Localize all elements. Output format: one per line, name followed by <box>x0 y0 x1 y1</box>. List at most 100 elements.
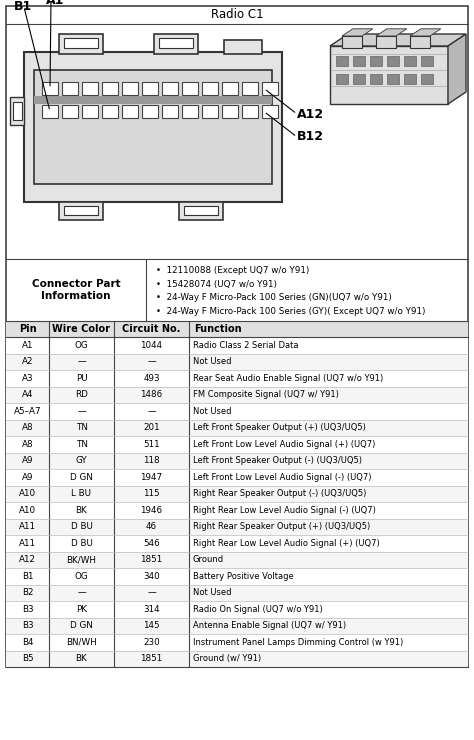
Bar <box>6 337 468 354</box>
Text: D GN: D GN <box>70 622 93 630</box>
Text: TN: TN <box>75 423 87 432</box>
Text: —: — <box>77 407 86 416</box>
Bar <box>6 321 468 337</box>
Bar <box>142 82 158 95</box>
Text: D GN: D GN <box>70 473 93 482</box>
Text: BK: BK <box>76 505 87 515</box>
Polygon shape <box>410 29 441 36</box>
Bar <box>59 202 103 220</box>
Text: OG: OG <box>75 340 88 350</box>
Bar <box>262 105 278 118</box>
Bar <box>6 485 468 502</box>
Bar <box>353 56 365 66</box>
Text: D BU: D BU <box>71 539 92 548</box>
Bar <box>6 585 468 601</box>
Text: TN: TN <box>75 440 87 448</box>
Bar <box>6 502 468 519</box>
Bar <box>6 535 468 551</box>
Text: RD: RD <box>75 390 88 400</box>
Text: —: — <box>77 588 86 597</box>
Polygon shape <box>376 29 407 36</box>
Bar <box>34 70 272 184</box>
Polygon shape <box>330 34 466 46</box>
Text: Antenna Enable Signal (UQ7 w/ Y91): Antenna Enable Signal (UQ7 w/ Y91) <box>193 622 346 630</box>
Text: B4: B4 <box>22 638 33 647</box>
Text: •  24-Way F Micro-Pack 100 Series (GN)(UQ7 w/o Y91): • 24-Way F Micro-Pack 100 Series (GN)(UQ… <box>156 293 392 302</box>
Text: Left Front Low Level Audio Signal (-) (UQ7): Left Front Low Level Audio Signal (-) (U… <box>193 473 372 482</box>
Bar <box>387 74 399 84</box>
Bar <box>82 105 98 118</box>
Text: 230: 230 <box>143 638 160 647</box>
Text: PK: PK <box>76 605 87 613</box>
Text: •  24-Way F Micro-Pack 100 Series (GY)( Except UQ7 w/o Y91): • 24-Way F Micro-Pack 100 Series (GY)( E… <box>156 306 426 315</box>
Bar <box>42 105 58 118</box>
Bar <box>370 56 382 66</box>
Bar <box>224 40 262 54</box>
Text: A9: A9 <box>22 457 33 465</box>
Bar <box>6 436 468 452</box>
Bar <box>353 74 365 84</box>
Text: —: — <box>147 588 156 597</box>
Bar <box>376 36 396 48</box>
Bar <box>421 56 433 66</box>
Text: L BU: L BU <box>72 489 91 498</box>
Text: Right Rear Low Level Audio Signal (+) (UQ7): Right Rear Low Level Audio Signal (+) (U… <box>193 539 380 548</box>
Bar <box>6 551 468 568</box>
Bar <box>159 38 193 48</box>
Bar <box>242 82 258 95</box>
Text: GY: GY <box>76 457 87 465</box>
Bar <box>370 74 382 84</box>
Bar <box>6 650 468 667</box>
Text: A1: A1 <box>46 0 64 7</box>
Text: 1851: 1851 <box>140 654 163 663</box>
Bar <box>162 82 178 95</box>
Bar <box>6 568 468 585</box>
Text: Battery Positive Voltage: Battery Positive Voltage <box>193 572 294 581</box>
Bar <box>122 82 138 95</box>
Text: Pin: Pin <box>18 324 36 334</box>
Text: Right Rear Speaker Output (+) (UQ3/UQ5): Right Rear Speaker Output (+) (UQ3/UQ5) <box>193 522 370 531</box>
Text: BK: BK <box>76 654 87 663</box>
Bar <box>179 202 223 220</box>
Bar <box>122 105 138 118</box>
Polygon shape <box>342 29 373 36</box>
Text: 115: 115 <box>143 489 160 498</box>
Text: 511: 511 <box>143 440 160 448</box>
Bar <box>10 97 24 125</box>
Bar <box>6 370 468 386</box>
Text: 1947: 1947 <box>140 473 163 482</box>
Bar <box>102 105 118 118</box>
Text: Left Front Speaker Output (-) (UQ3/UQ5): Left Front Speaker Output (-) (UQ3/UQ5) <box>193 457 362 465</box>
Bar <box>6 354 468 370</box>
Bar <box>182 82 198 95</box>
Text: 118: 118 <box>143 457 160 465</box>
Text: A10: A10 <box>19 505 36 515</box>
Bar <box>34 96 272 104</box>
Bar <box>62 105 78 118</box>
Text: B12: B12 <box>297 130 324 144</box>
Text: B1: B1 <box>22 572 33 581</box>
Bar <box>6 403 468 420</box>
Bar <box>330 46 448 104</box>
Text: —: — <box>147 357 156 366</box>
Text: A8: A8 <box>22 440 33 448</box>
Text: 46: 46 <box>146 522 157 531</box>
Text: A10: A10 <box>19 489 36 498</box>
Bar <box>154 34 198 54</box>
Text: Left Front Low Level Audio Signal (+) (UQ7): Left Front Low Level Audio Signal (+) (U… <box>193 440 375 448</box>
Text: B3: B3 <box>22 622 33 630</box>
Text: BN/WH: BN/WH <box>66 638 97 647</box>
Text: 145: 145 <box>143 622 160 630</box>
Bar <box>64 206 98 215</box>
Text: A4: A4 <box>22 390 33 400</box>
Text: Circuit No.: Circuit No. <box>122 324 181 334</box>
Text: A12: A12 <box>297 107 324 121</box>
Bar <box>242 105 258 118</box>
Text: A1: A1 <box>22 340 33 350</box>
Bar <box>6 469 468 485</box>
Bar <box>387 56 399 66</box>
Text: Function: Function <box>194 324 242 334</box>
Text: A11: A11 <box>19 522 36 531</box>
Bar <box>6 420 468 436</box>
Bar <box>202 82 218 95</box>
